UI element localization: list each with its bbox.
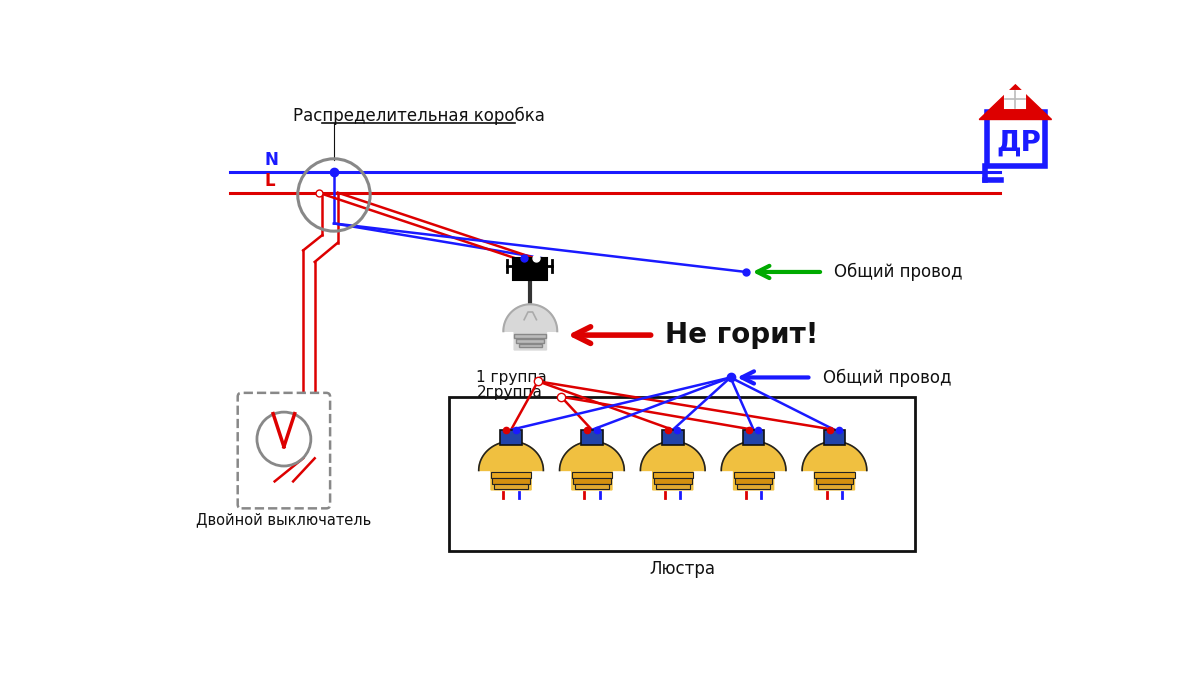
FancyBboxPatch shape bbox=[662, 430, 684, 446]
Text: 1 группа: 1 группа bbox=[476, 370, 547, 385]
FancyBboxPatch shape bbox=[516, 339, 544, 343]
FancyBboxPatch shape bbox=[581, 430, 602, 446]
FancyBboxPatch shape bbox=[450, 397, 916, 551]
Polygon shape bbox=[503, 304, 557, 350]
Polygon shape bbox=[479, 441, 544, 490]
Text: Не горит!: Не горит! bbox=[665, 321, 818, 349]
Text: Двойной выключатель: Двойной выключатель bbox=[197, 512, 372, 527]
Text: L: L bbox=[265, 171, 275, 190]
FancyBboxPatch shape bbox=[514, 258, 547, 279]
Text: N: N bbox=[265, 151, 278, 169]
FancyBboxPatch shape bbox=[656, 484, 690, 489]
FancyBboxPatch shape bbox=[492, 478, 530, 484]
Polygon shape bbox=[802, 441, 866, 490]
FancyBboxPatch shape bbox=[575, 484, 608, 489]
FancyBboxPatch shape bbox=[494, 484, 528, 489]
Polygon shape bbox=[721, 441, 786, 490]
Text: Люстра: Люстра bbox=[649, 560, 715, 578]
FancyBboxPatch shape bbox=[514, 334, 546, 338]
FancyBboxPatch shape bbox=[815, 472, 854, 478]
Text: Общий провод: Общий провод bbox=[834, 263, 962, 281]
FancyBboxPatch shape bbox=[734, 478, 773, 484]
FancyBboxPatch shape bbox=[816, 478, 853, 484]
FancyBboxPatch shape bbox=[817, 484, 851, 489]
FancyBboxPatch shape bbox=[574, 478, 611, 484]
Text: ДР: ДР bbox=[997, 129, 1042, 157]
Text: 2группа: 2группа bbox=[476, 385, 542, 400]
FancyBboxPatch shape bbox=[500, 430, 522, 446]
FancyBboxPatch shape bbox=[238, 393, 330, 508]
FancyBboxPatch shape bbox=[737, 484, 770, 489]
FancyBboxPatch shape bbox=[653, 472, 692, 478]
Polygon shape bbox=[559, 441, 624, 490]
FancyBboxPatch shape bbox=[1006, 91, 1026, 108]
FancyBboxPatch shape bbox=[743, 430, 764, 446]
FancyBboxPatch shape bbox=[733, 472, 774, 478]
FancyBboxPatch shape bbox=[518, 344, 542, 348]
Text: Общий провод: Общий провод bbox=[823, 369, 952, 387]
FancyBboxPatch shape bbox=[491, 472, 532, 478]
FancyBboxPatch shape bbox=[986, 112, 1045, 165]
Polygon shape bbox=[979, 85, 1051, 119]
Polygon shape bbox=[641, 441, 706, 490]
FancyBboxPatch shape bbox=[572, 472, 612, 478]
Text: Распределительная коробка: Распределительная коробка bbox=[293, 107, 545, 125]
FancyBboxPatch shape bbox=[823, 430, 845, 446]
FancyBboxPatch shape bbox=[654, 478, 691, 484]
